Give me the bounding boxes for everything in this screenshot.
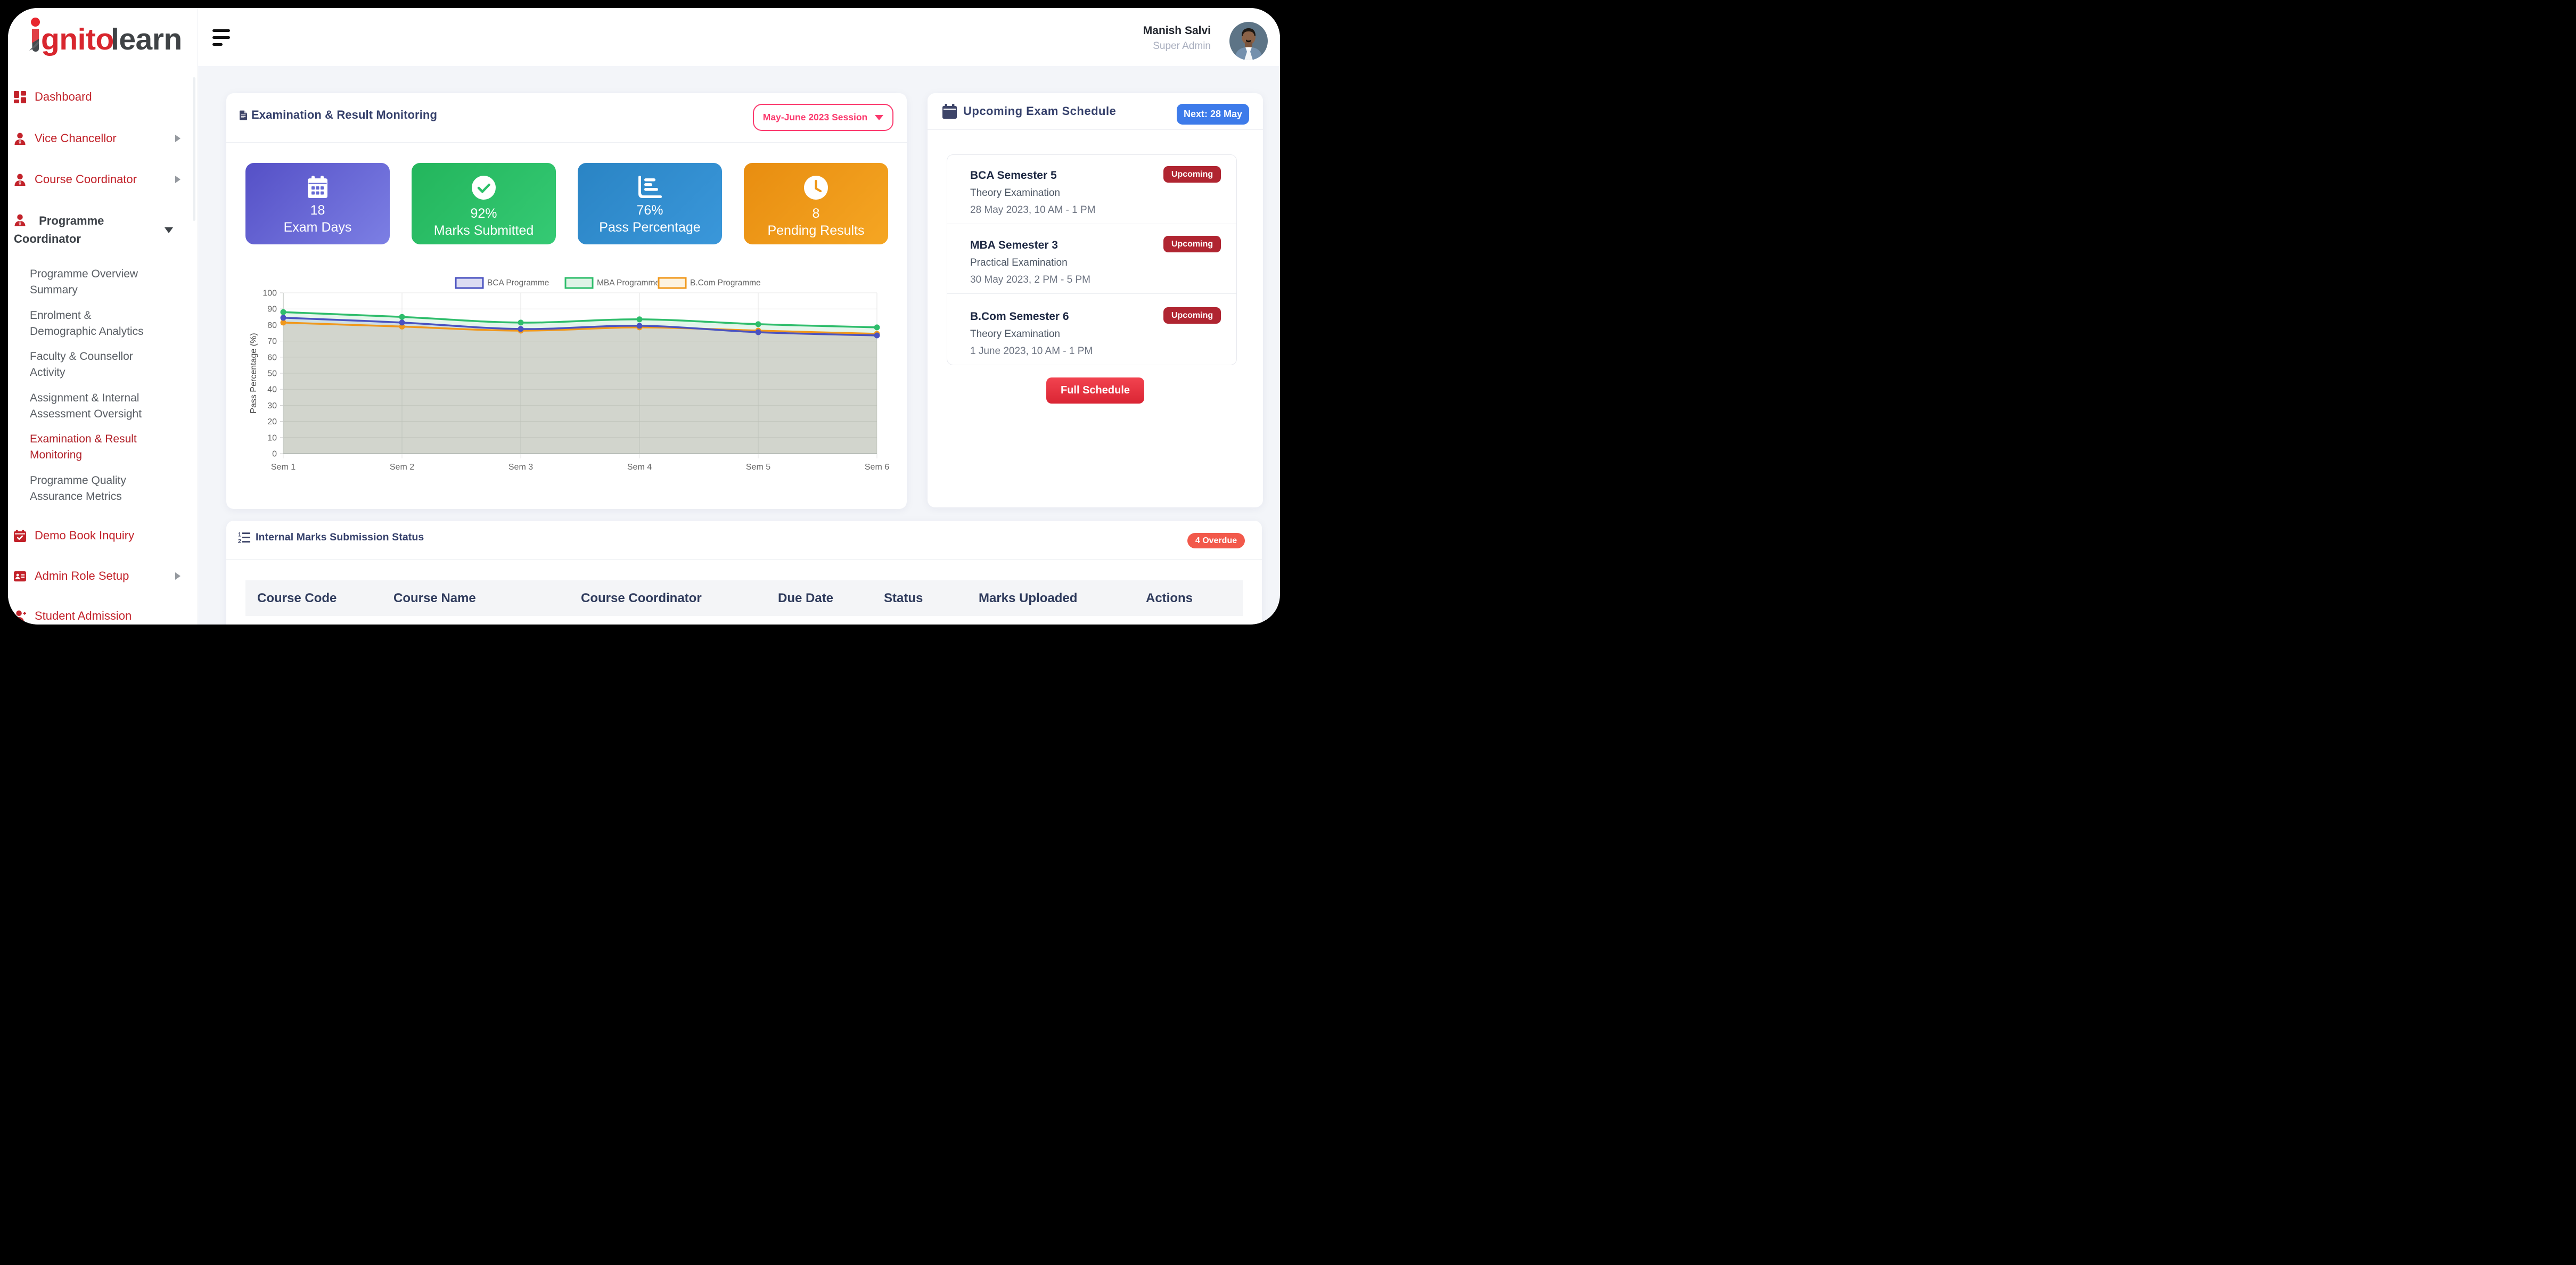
svg-text:2: 2 <box>238 538 241 544</box>
svg-text:60: 60 <box>267 353 277 362</box>
svg-text:Pass Percentage (%): Pass Percentage (%) <box>249 333 258 413</box>
svg-text:20: 20 <box>267 417 277 426</box>
svg-text:Sem 4: Sem 4 <box>627 463 652 472</box>
svg-text:70: 70 <box>267 337 277 346</box>
svg-text:90: 90 <box>267 305 277 314</box>
svg-text:0: 0 <box>272 450 277 459</box>
svg-text:BCA Programme: BCA Programme <box>487 278 549 288</box>
svg-text:gnito: gnito <box>41 22 114 56</box>
svg-text:40: 40 <box>267 385 277 395</box>
svg-text:30: 30 <box>267 401 277 410</box>
svg-text:MBA Programme: MBA Programme <box>597 278 660 288</box>
svg-text:1: 1 <box>238 531 241 538</box>
svg-text:10: 10 <box>267 433 277 442</box>
svg-text:50: 50 <box>267 369 277 379</box>
svg-text:Sem 2: Sem 2 <box>390 463 414 472</box>
svg-text:Sem 1: Sem 1 <box>271 463 296 472</box>
svg-text:learn: learn <box>111 22 182 56</box>
svg-text:100: 100 <box>262 289 277 298</box>
svg-text:Sem 6: Sem 6 <box>865 463 889 472</box>
svg-text:80: 80 <box>267 321 277 330</box>
svg-text:Sem 3: Sem 3 <box>508 463 533 472</box>
svg-text:B.Com Programme: B.Com Programme <box>690 278 761 288</box>
svg-text:Sem 5: Sem 5 <box>746 463 770 472</box>
